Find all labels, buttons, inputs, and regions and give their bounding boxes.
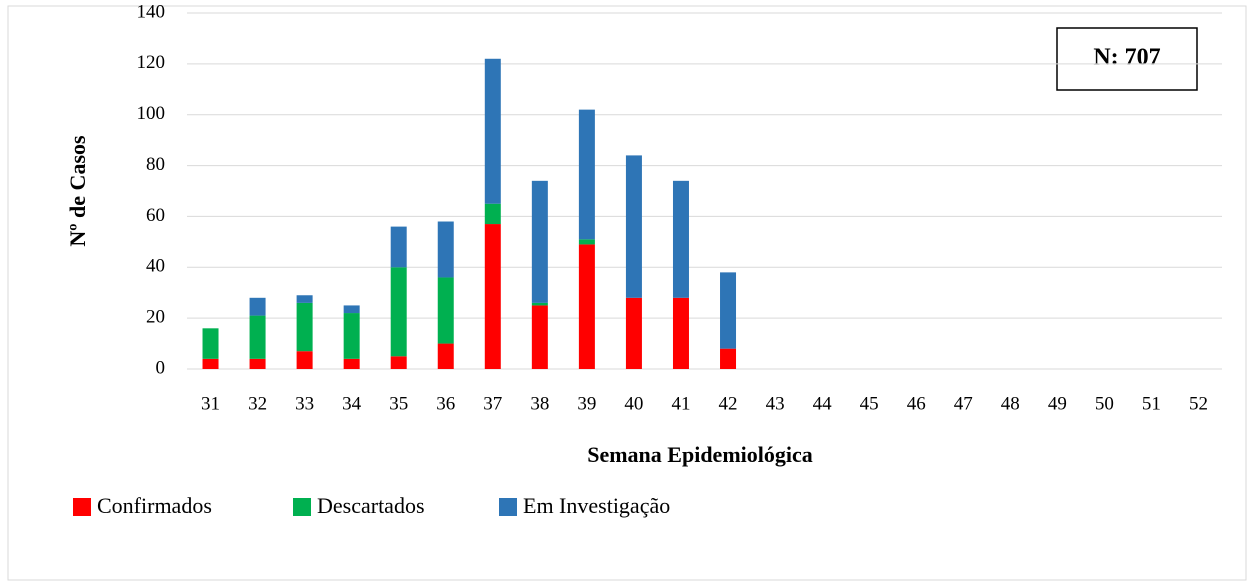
x-axis-title: Semana Epidemiológica [587,442,813,467]
bar-segment [343,305,360,314]
annotation: N: 707 [1093,45,1160,71]
bar-segment [578,239,595,245]
bar-segment [437,221,454,278]
x-tick-label: 32 [248,393,267,414]
bar-segment [296,351,313,369]
bar-segment [390,226,407,268]
bar-segment [343,313,360,359]
x-tick-label: 52 [1189,393,1208,414]
x-tick-label: 50 [1095,393,1114,414]
bar-segment [531,305,548,369]
x-tick-label: 39 [577,393,596,414]
bar-segment [484,224,501,369]
bar-segment [249,297,266,316]
x-tick-label: 42 [719,393,738,414]
y-axis-title: Nº de Casos [65,135,90,247]
bar-segment [249,315,266,359]
x-tick-label: 36 [436,393,455,414]
bar-segment [390,356,407,369]
x-tick-label: 44 [813,393,833,414]
x-tick-label: 41 [671,393,690,414]
x-tick-label: 47 [954,393,973,414]
y-tick-label: 80 [146,154,165,175]
chart-frame [7,5,1247,581]
x-tick-label: 45 [860,393,879,414]
bar-segment [720,272,737,349]
bar-segment [202,328,219,359]
bar-segment [484,203,501,225]
bar-segment [531,180,548,303]
x-tick-label: 51 [1142,393,1161,414]
bar-segment [531,302,548,306]
x-tick-label: 46 [907,393,926,414]
bar-segment [343,358,360,369]
y-tick-label: 120 [137,52,166,73]
x-tick-label: 34 [342,393,362,414]
legend-swatch [499,498,517,516]
legend-swatch [293,498,311,516]
bar-segment [625,297,642,369]
x-tick-label: 49 [1048,393,1067,414]
x-tick-label: 40 [624,393,643,414]
x-tick-label: 31 [201,393,220,414]
legend-label: Confirmados [97,493,212,518]
bar-segment [249,358,266,369]
annotation-box [1056,27,1198,91]
x-tick-label: 48 [1001,393,1020,414]
x-tick-label: 43 [766,393,785,414]
bar-segment [202,358,219,369]
y-tick-label: 100 [137,103,166,124]
x-tick-label: 35 [389,393,408,414]
bar-segment [578,109,595,240]
y-tick-label: 20 [146,307,165,328]
x-tick-label: 33 [295,393,314,414]
legend-label: Em Investigação [523,493,670,518]
x-tick-label: 37 [483,393,502,414]
bar-segment [390,267,407,357]
bar-segment [296,295,313,303]
bar-segment [625,155,642,298]
bar-segment [672,180,689,298]
bar-segment [672,297,689,369]
y-tick-label: 60 [146,205,165,226]
bar-segment [720,348,737,369]
y-tick-label: 40 [146,256,165,277]
bar-segment [437,277,454,344]
bar-segment [578,244,595,369]
y-tick-label: 140 [137,1,166,22]
bar-segment [296,302,313,352]
legend-swatch [73,498,91,516]
bar-segment [437,343,454,369]
x-tick-label: 38 [530,393,549,414]
y-tick-label: 0 [156,357,166,378]
legend-label: Descartados [317,493,425,518]
bar-segment [484,58,501,204]
